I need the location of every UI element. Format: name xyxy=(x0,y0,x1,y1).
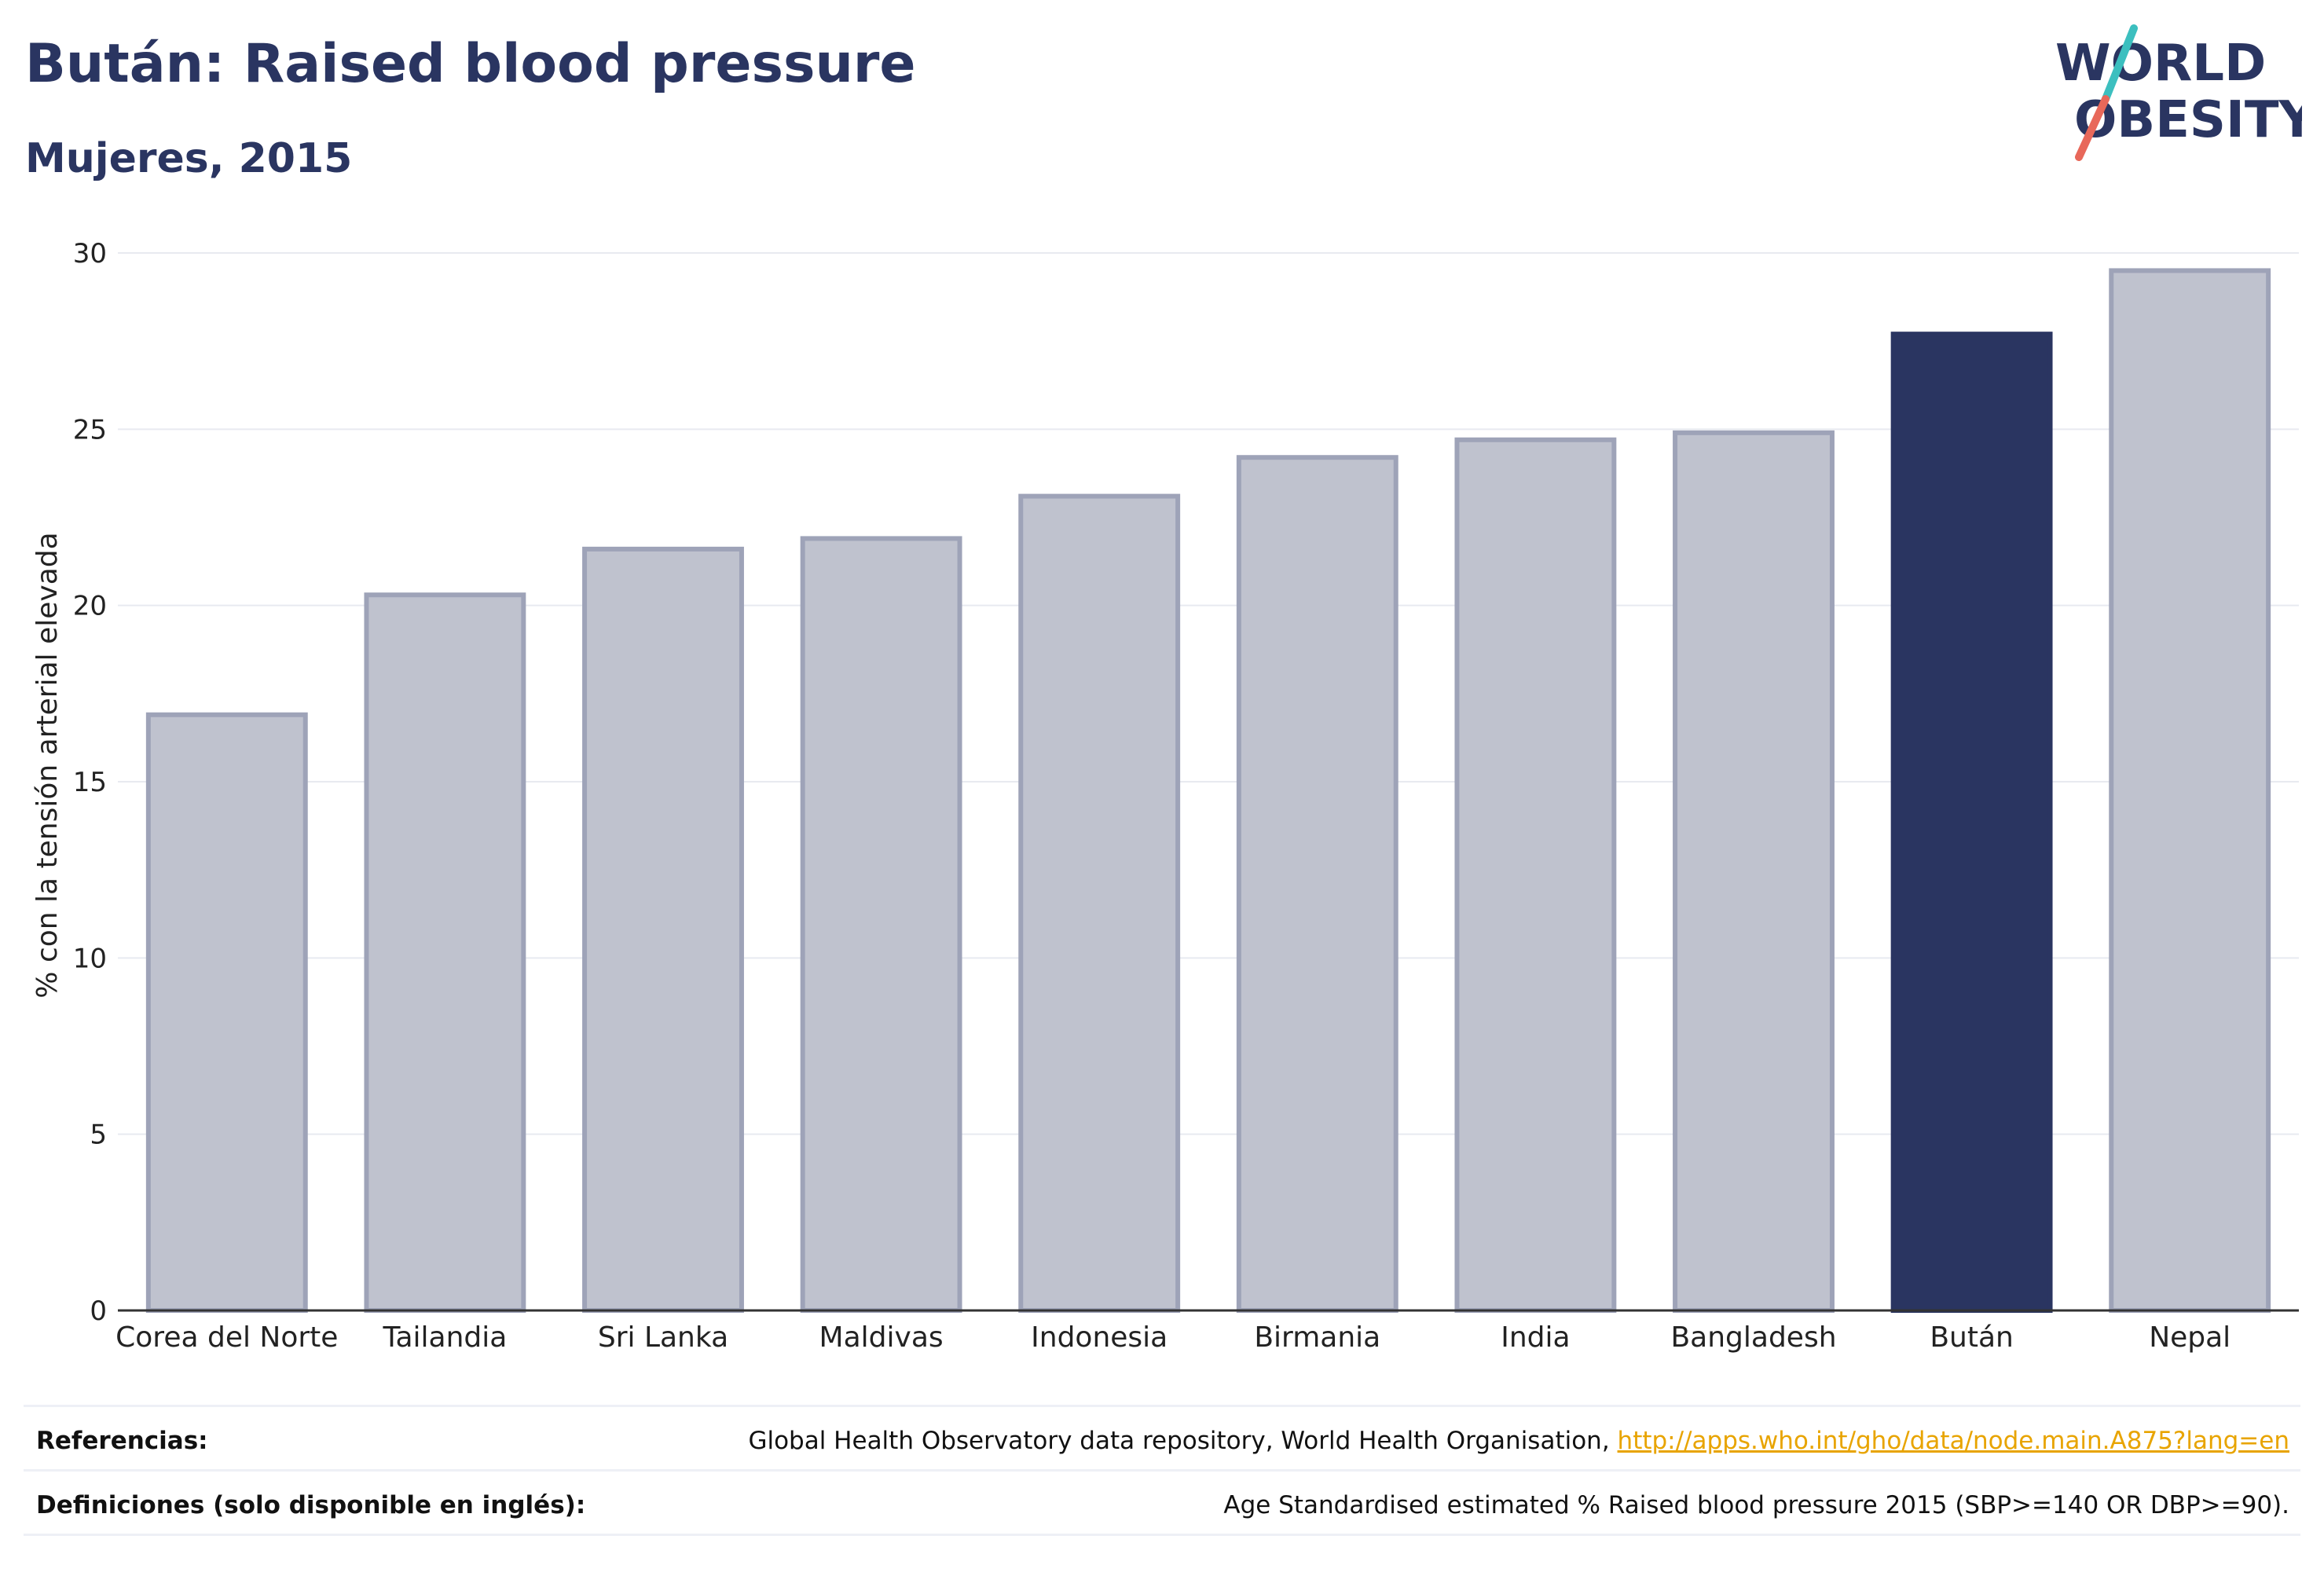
logo-word-world: WORLD xyxy=(2055,35,2266,93)
bar-sri-lanka[interactable] xyxy=(582,546,744,1313)
bar-bangladesh[interactable] xyxy=(1673,430,1835,1314)
x-tick-label: Corea del Norte xyxy=(115,1321,338,1354)
bar-tailandia[interactable] xyxy=(364,592,526,1313)
logo-word-obesity: OBESITY xyxy=(2074,91,2302,149)
y-tick-label: 5 xyxy=(90,1120,107,1151)
y-tick-label: 25 xyxy=(73,414,107,445)
bars xyxy=(145,268,2271,1314)
y-tick-labels: 0 5 10 15 20 25 30 xyxy=(73,238,107,1327)
chart-title: Bután: Raised blood pressure xyxy=(25,33,916,95)
references-text: Global Health Observatory data repositor… xyxy=(748,1427,2289,1455)
y-tick-label: 15 xyxy=(73,767,107,798)
y-tick-label: 0 xyxy=(90,1296,107,1327)
bar-india[interactable] xyxy=(1454,437,1617,1313)
references-source: Global Health Observatory data repositor… xyxy=(748,1427,1618,1455)
x-tick-label: India xyxy=(1501,1321,1570,1354)
x-tick-label: Maldivas xyxy=(819,1321,944,1354)
y-tick-label: 30 xyxy=(73,238,107,269)
references-link[interactable]: http://apps.who.int/gho/data/node.main.A… xyxy=(1617,1427,2289,1455)
world-obesity-logo: WORLD OBESITY xyxy=(2055,24,2302,161)
x-tick-labels: Corea del Norte Tailandia Sri Lanka Maldiva… xyxy=(115,1321,2231,1354)
bar-indonesia[interactable] xyxy=(1018,493,1181,1314)
definitions-text: Age Standardised estimated % Raised bloo… xyxy=(1223,1491,2289,1519)
bar-corea-del-norte[interactable] xyxy=(145,712,308,1313)
definitions-label: Definiciones (solo disponible en inglés)… xyxy=(36,1491,586,1519)
footer-divider-top xyxy=(24,1405,2300,1407)
bar-nepal[interactable] xyxy=(2109,268,2271,1313)
chart-subtitle: Mujeres, 2015 xyxy=(25,135,353,182)
x-tick-label: Tailandia xyxy=(382,1321,507,1354)
references-label: Referencias: xyxy=(36,1427,208,1455)
x-tick-label: Bután xyxy=(1930,1321,2014,1354)
logo-slash-teal xyxy=(2102,24,2138,103)
y-axis-label: % con la tensión arterial elevada xyxy=(31,532,64,998)
x-tick-label: Bangladesh xyxy=(1670,1321,1836,1354)
x-tick-label: Nepal xyxy=(2149,1321,2231,1354)
bar-bután[interactable] xyxy=(1890,332,2053,1313)
logo-slash-coral xyxy=(2075,95,2110,161)
x-tick-label: Birmania xyxy=(1254,1321,1380,1354)
footer-divider-bottom xyxy=(24,1534,2300,1536)
footer-divider-middle xyxy=(24,1469,2300,1472)
bar-birmania[interactable] xyxy=(1236,455,1398,1313)
bar-chart: 0 5 10 15 20 25 30 Corea del Norte Tailandia Sri… xyxy=(31,238,2299,1354)
y-tick-label: 10 xyxy=(73,943,107,974)
x-tick-label: Sri Lanka xyxy=(598,1321,728,1354)
x-tick-label: Indonesia xyxy=(1031,1321,1167,1354)
y-tick-label: 20 xyxy=(73,591,107,622)
bar-maldivas[interactable] xyxy=(800,536,962,1313)
